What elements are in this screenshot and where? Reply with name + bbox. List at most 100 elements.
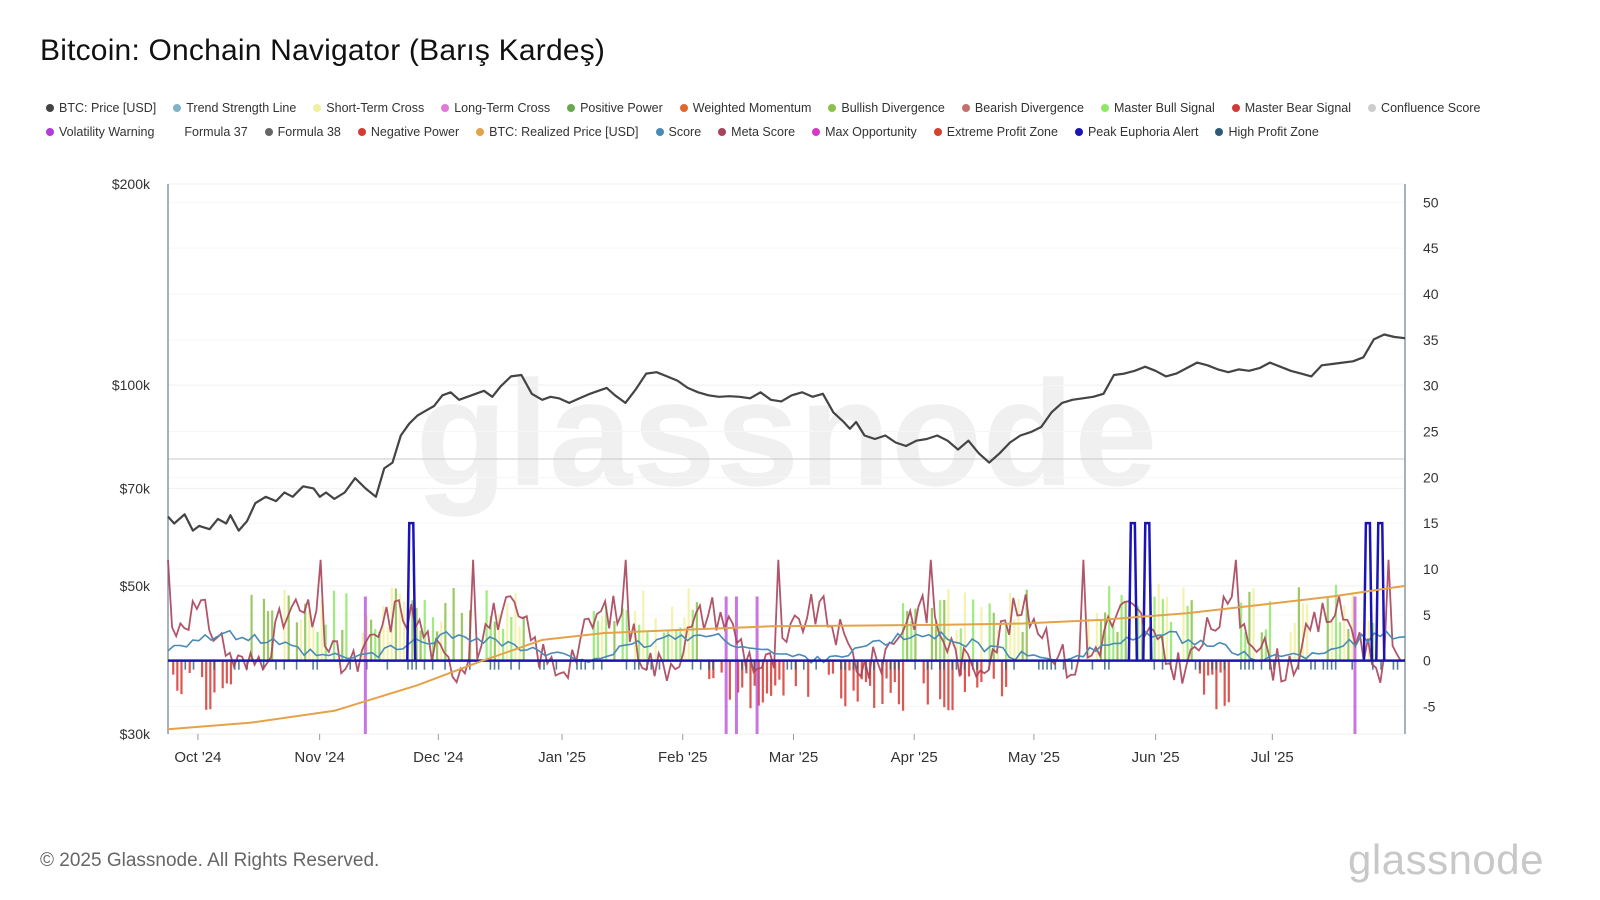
legend-dot-icon — [679, 104, 688, 112]
bull-signal-bar — [1165, 596, 1169, 661]
bull-signal-bar — [1087, 618, 1090, 661]
legend-item[interactable]: Score — [655, 125, 701, 139]
legend-item[interactable]: BTC: Price [USD] — [46, 101, 156, 115]
high-profit-tick — [1334, 660, 1337, 670]
legend-label: Meta Score — [731, 125, 796, 139]
high-profit-tick — [295, 660, 298, 670]
bear-signal-bar — [963, 660, 967, 692]
legend-item[interactable]: Trend Strength Line — [173, 101, 296, 115]
legend-item[interactable]: Max Opportunity — [812, 125, 917, 139]
legend-item[interactable]: Weighted Momentum — [679, 101, 811, 115]
legend-label: BTC: Price [USD] — [59, 101, 157, 115]
bear-signal-bar — [757, 660, 760, 706]
high-profit-tick — [1396, 660, 1399, 670]
legend-item[interactable]: Positive Power — [567, 101, 663, 115]
btc-price-line — [167, 333, 1406, 532]
legend-item[interactable]: Confluence Score — [1368, 101, 1480, 115]
bull-signal-bar — [1013, 619, 1016, 661]
bull-signal-bar — [600, 615, 604, 661]
legend-item[interactable]: Formula 38 — [264, 125, 341, 139]
high-profit-tick — [1310, 660, 1312, 670]
bear-signal-bar — [200, 660, 204, 678]
y-right-tick-label: 5 — [1423, 607, 1431, 623]
legend-dot-icon — [357, 128, 366, 136]
bull-signal-bar — [1169, 621, 1173, 661]
y-left-tick-label: $100k — [112, 377, 151, 393]
bull-signal-bar — [1099, 620, 1103, 661]
bear-signal-bar — [720, 660, 723, 673]
bull-signal-bar — [415, 607, 418, 661]
high-profit-tick — [184, 660, 187, 670]
high-profit-tick — [1330, 660, 1333, 670]
legend-item[interactable]: Peak Euphoria Alert — [1074, 125, 1198, 139]
legend-item[interactable]: High Profit Zone — [1215, 125, 1319, 139]
watermark-text: glassnode — [416, 349, 1158, 517]
bear-signal-bar — [901, 660, 905, 711]
bull-signal-bar — [695, 602, 698, 661]
legend-label: High Profit Zone — [1228, 125, 1319, 139]
high-profit-tick — [444, 660, 446, 670]
bear-signal-bar — [885, 660, 888, 679]
bull-signal-bar — [1103, 612, 1107, 661]
copyright-text: © 2025 Glassnode. All Rights Reserved. — [40, 850, 380, 871]
high-profit-tick — [658, 660, 661, 670]
y-right-tick-label: 20 — [1423, 469, 1439, 485]
legend-item[interactable]: Master Bull Signal — [1100, 101, 1215, 115]
bear-signal-bar — [778, 660, 781, 680]
legend-item[interactable]: Long-Term Cross — [441, 101, 550, 115]
legend-item[interactable]: Negative Power — [357, 125, 459, 139]
legend-item[interactable]: Bearish Divergence — [961, 101, 1084, 115]
bull-signal-bar — [1248, 591, 1251, 661]
bear-signal-bar — [205, 660, 208, 710]
bear-signal-bar — [770, 660, 773, 696]
bear-signal-bar — [741, 660, 744, 688]
legend-item[interactable]: Master Bear Signal — [1231, 101, 1351, 115]
high-profit-tick — [262, 660, 265, 670]
high-profit-tick — [963, 660, 966, 670]
high-profit-tick — [889, 660, 892, 670]
legend-dot-icon — [476, 128, 485, 136]
bull-signal-bar — [403, 601, 406, 661]
legend-item[interactable]: Formula 37 — [171, 125, 248, 139]
bull-signal-bar — [654, 618, 657, 661]
bear-signal-bar — [844, 660, 847, 707]
high-profit-tick — [1273, 660, 1275, 670]
bull-signal-bar — [262, 598, 266, 661]
legend-dot-icon — [567, 104, 576, 112]
bear-signal-bar — [897, 660, 901, 705]
bull-signal-bar — [1095, 612, 1098, 661]
legend-item[interactable]: BTC: Realized Price [USD] — [476, 125, 639, 139]
high-profit-tick — [844, 660, 846, 670]
high-profit-tick — [1211, 660, 1213, 670]
bull-signal-bar — [992, 612, 995, 661]
legend-item[interactable]: Volatility Warning — [46, 125, 154, 139]
bear-signal-bar — [765, 660, 769, 694]
legend-label: Trend Strength Line — [186, 101, 297, 115]
bull-signal-bar — [398, 593, 402, 661]
high-profit-tick — [1244, 660, 1246, 670]
legend-item[interactable]: Extreme Profit Zone — [933, 125, 1058, 139]
peak-euphoria-spike — [1127, 521, 1139, 661]
high-profit-tick — [930, 660, 933, 670]
high-profit-tick — [691, 660, 694, 670]
x-tick-label: Oct '24 — [174, 749, 221, 766]
bull-signal-bar — [910, 620, 913, 661]
bear-signal-bar — [967, 660, 971, 677]
x-tick-label: Jan '25 — [538, 749, 586, 766]
high-profit-tick — [283, 660, 286, 670]
high-profit-tick — [518, 660, 521, 670]
bull-signal-bar — [1161, 599, 1164, 661]
legend-item[interactable]: Meta Score — [718, 125, 795, 139]
bull-signal-bar — [687, 588, 690, 661]
legend-dot-icon — [173, 104, 182, 112]
high-profit-tick — [786, 660, 789, 670]
legend-item[interactable]: Bullish Divergence — [828, 101, 945, 115]
bull-signal-bar — [1153, 596, 1156, 661]
legend-dot-icon — [171, 128, 180, 136]
bull-signal-bar — [955, 630, 958, 661]
high-profit-tick — [625, 660, 628, 670]
high-profit-tick — [576, 660, 578, 670]
legend-item[interactable]: Short-Term Cross — [313, 101, 424, 115]
bear-signal-bar — [753, 660, 756, 686]
high-profit-tick — [1161, 660, 1164, 670]
